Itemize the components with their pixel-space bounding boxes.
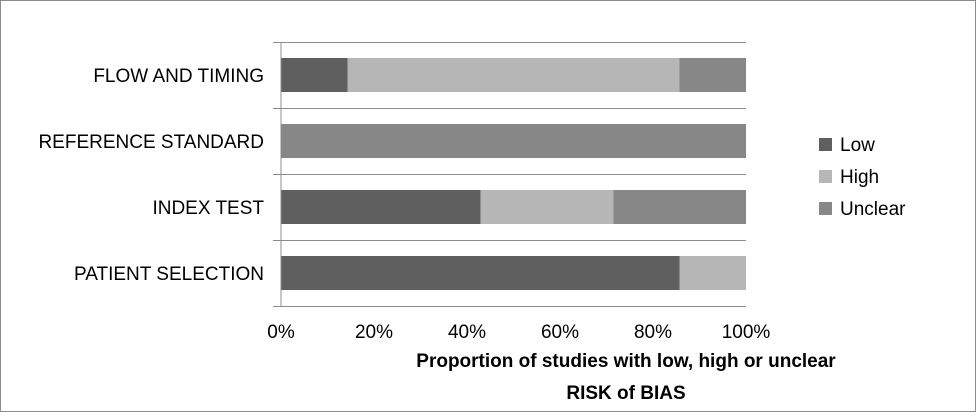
legend-label: Low (840, 135, 875, 156)
bars-group (281, 58, 746, 290)
legend-item-unclear: Unclear (819, 199, 906, 220)
bar-flow-and-timing-unclear (679, 58, 746, 92)
legend: Low High Unclear (819, 135, 906, 220)
x-tick-label: 0% (267, 322, 295, 343)
x-axis-title-line: Proportion of studies with low, high or … (416, 351, 836, 372)
category-label-index-test: INDEX TEST (152, 198, 264, 219)
legend-label: Unclear (840, 199, 906, 220)
category-label-flow-and-timing: FLOW AND TIMING (93, 66, 264, 87)
legend-item-high: High (819, 167, 879, 188)
bar-index-test-unclear (613, 190, 746, 224)
x-tick-label: 20% (355, 322, 393, 343)
x-tick-label: 40% (448, 322, 486, 343)
category-labels: FLOW AND TIMING REFERENCE STANDARD INDEX T… (38, 66, 264, 285)
legend-label: High (840, 167, 879, 188)
bar-patient-selection-high (679, 256, 746, 290)
x-tick-label: 60% (541, 322, 579, 343)
legend-swatch (819, 138, 832, 151)
legend-swatch (819, 170, 832, 183)
legend-item-low: Low (819, 135, 875, 156)
category-label-reference-standard: REFERENCE STANDARD (38, 132, 264, 153)
bar-flow-and-timing-low (281, 58, 348, 92)
bar-index-test-high (480, 190, 614, 224)
legend-swatch (819, 202, 832, 215)
x-axis-title-line: RISK of BIAS (566, 383, 685, 404)
x-tick-label: 100% (722, 322, 771, 343)
bar-patient-selection-low (281, 256, 680, 290)
bar-flow-and-timing-high (347, 58, 680, 92)
category-label-patient-selection: PATIENT SELECTION (74, 264, 264, 285)
bar-reference-standard-unclear (281, 124, 746, 158)
x-axis-title: Proportion of studies with low, high or … (416, 351, 836, 404)
category-gridlines (273, 42, 746, 307)
x-tick-label: 80% (634, 322, 672, 343)
x-tick-labels: 0% 20% 40% 60% 80% 100% (267, 322, 770, 343)
bar-index-test-low (281, 190, 481, 224)
